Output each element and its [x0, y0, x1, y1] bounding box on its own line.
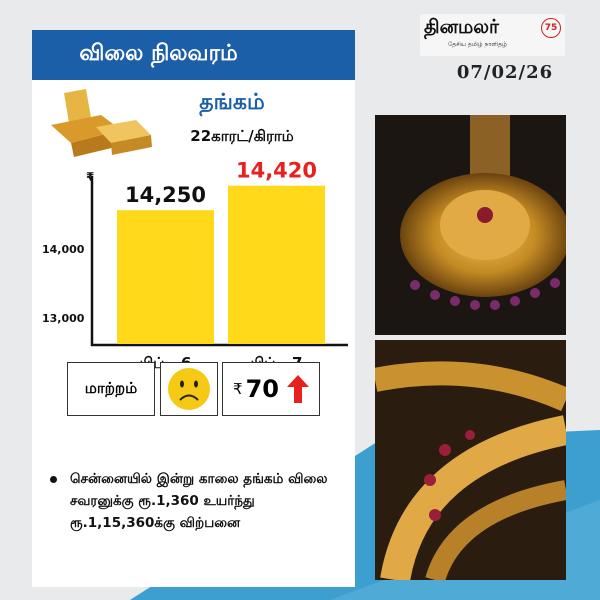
change-label-box: மாற்றம்: [67, 362, 155, 416]
y-axis-currency-symbol: ₹: [86, 170, 94, 184]
currency-symbol: ₹: [233, 380, 243, 398]
y-tick-label: 13,000: [42, 312, 85, 325]
bar: [228, 185, 325, 344]
gold-necklace-photo: [375, 340, 566, 580]
change-amount-box: ₹ 70: [222, 362, 320, 416]
arrow-up-icon: [286, 375, 309, 403]
y-tick-label: 14,000: [42, 243, 85, 256]
unit-label: 22காரட்/கிராம்: [190, 127, 294, 145]
bar: [117, 210, 214, 344]
sad-face-icon: [168, 368, 210, 410]
bullet-icon: [50, 476, 57, 483]
news-note-text: சென்னையில் இன்று காலை தங்கம் விலை சவரனுக…: [70, 471, 328, 531]
dinamalar-logo: தினமலர் தேசிய தமிழ் நாளிதழ் 75: [420, 14, 565, 56]
gold-pendant-photo: [375, 115, 566, 335]
change-amount: 70: [245, 375, 279, 403]
gold-bars-icon: [51, 89, 152, 157]
bar-value-label: 14,420: [236, 159, 317, 183]
metal-name: தங்கம்: [199, 90, 265, 115]
news-note: சென்னையில் இன்று காலை தங்கம் விலை சவரனுக…: [44, 468, 349, 534]
bar-value-label: 14,250: [125, 183, 206, 207]
change-label: மாற்றம்: [84, 379, 138, 397]
mood-box: [160, 362, 218, 416]
date: 07/02/26: [456, 62, 554, 83]
page-title: விலை நிலவரம்: [32, 30, 355, 80]
